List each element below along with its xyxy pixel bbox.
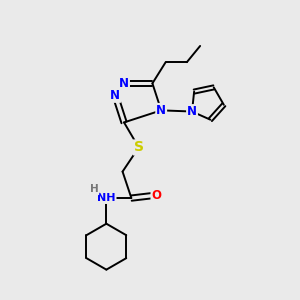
Text: N: N [119, 77, 129, 90]
Text: N: N [187, 105, 197, 118]
Text: N: N [110, 89, 120, 102]
Text: S: S [134, 140, 144, 154]
Text: H: H [90, 184, 98, 194]
Text: N: N [156, 104, 166, 117]
Text: O: O [152, 189, 161, 202]
Text: NH: NH [97, 193, 116, 203]
